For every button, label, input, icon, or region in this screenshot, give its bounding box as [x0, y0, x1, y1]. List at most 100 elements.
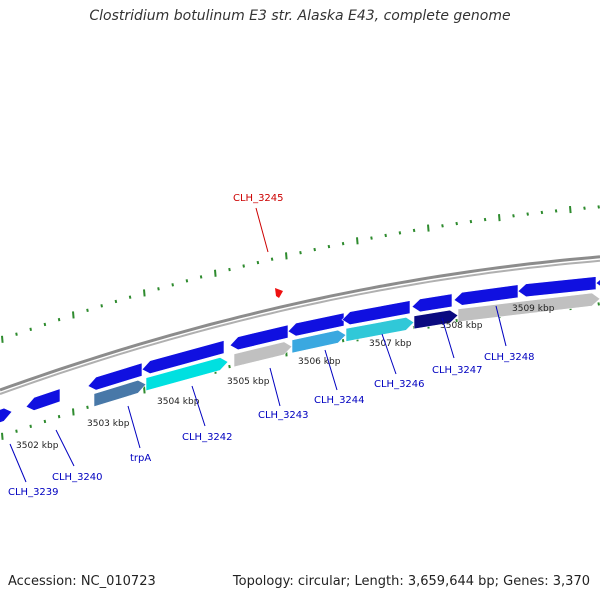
gene-arrow: [411, 293, 453, 313]
kbp-label: 3502 kbp: [16, 441, 59, 451]
gene-label: CLH_3242: [182, 432, 233, 443]
outer-tick: [554, 209, 558, 213]
inner-tick: [597, 302, 600, 306]
outer-tick: [100, 304, 103, 308]
outer-tick: [469, 219, 473, 224]
map-title: Clostridium botulinum E3 str. Alaska E43…: [89, 8, 511, 24]
kbp-labels: 3502 kbp 3503 kbp 3504 kbp 3505 kbp 3506 kbp…: [16, 304, 555, 451]
outer-tick: [143, 289, 146, 297]
gene-arrow: [341, 300, 411, 326]
label-leader: [269, 367, 281, 407]
inner-tick: [72, 408, 75, 416]
gene-label: CLH_3240: [52, 472, 103, 483]
marker-shape: [275, 288, 283, 298]
outer-tick: [384, 233, 387, 238]
outer-tick: [427, 224, 430, 232]
outer-tick: [72, 311, 75, 319]
inner-tick: [455, 318, 458, 323]
outer-tick: [185, 279, 189, 283]
gene-label: CLH_3243: [258, 410, 309, 421]
forward-strand-genes: [0, 276, 600, 423]
outer-tick: [583, 206, 586, 210]
outer-tick: [157, 287, 160, 291]
outer-tick: [171, 283, 174, 287]
gene-label: CLH_3247: [432, 365, 483, 376]
inner-tick: [341, 338, 345, 343]
gene-arrow: [453, 284, 519, 306]
gene-label: CLH_3244: [314, 395, 365, 406]
inner-tick: [15, 429, 18, 433]
backbone-line: [0, 255, 600, 392]
outer-tick: [526, 212, 529, 216]
outer-tick: [341, 241, 345, 246]
outer-tick: [15, 332, 18, 336]
outer-tick: [285, 252, 288, 260]
outer-tick: [57, 317, 61, 322]
gene-arrow: [0, 407, 13, 423]
outer-tick: [313, 247, 316, 252]
label-leader: [255, 207, 269, 253]
kbp-label: 3504 kbp: [157, 397, 200, 407]
outer-tick: [597, 205, 600, 209]
reverse-strand-genes: [93, 292, 600, 408]
outer-tick: [270, 257, 274, 261]
outer-tick-ring: [1, 205, 600, 343]
label-leader: [55, 429, 75, 467]
gene-arrow: [145, 357, 229, 392]
label-leader: [191, 385, 206, 427]
outer-tick: [483, 217, 487, 222]
gene-label: trpA: [130, 453, 151, 464]
outer-tick: [455, 221, 458, 226]
feature-marker: [275, 288, 283, 298]
label-leader: [127, 405, 141, 449]
label-leader: [9, 443, 27, 483]
gene-arrow: [25, 388, 61, 411]
outer-tick: [299, 250, 302, 255]
label-leader: [495, 305, 507, 347]
outer-tick: [256, 260, 260, 265]
gene-arrow: [141, 340, 225, 375]
outer-tick: [569, 205, 572, 214]
outer-tick: [214, 269, 217, 277]
gene-arrow: [457, 292, 600, 323]
gene-labels: CLH_3239 CLH_3240 trpA CLH_3242 CLH_3243 CLH_…: [8, 193, 535, 498]
gene-label: CLH_3248: [484, 352, 535, 363]
outer-tick: [1, 335, 4, 343]
kbp-label: 3506 kbp: [298, 357, 341, 367]
label-leader: [381, 333, 397, 375]
outer-tick: [29, 327, 32, 331]
outer-tick: [114, 299, 118, 304]
outer-tick: [370, 236, 373, 240]
outer-tick: [228, 267, 231, 272]
outer-tick: [540, 210, 544, 215]
outer-tick: [356, 237, 359, 245]
kbp-label: 3507 kbp: [369, 339, 412, 349]
gene-arrow: [413, 309, 459, 330]
summary-text: Topology: circular; Length: 3,659,644 bp…: [232, 574, 590, 589]
inner-tick: [228, 364, 231, 369]
inner-tick: [86, 405, 89, 410]
outer-tick: [199, 275, 203, 279]
backbone-line: [0, 259, 600, 395]
inner-tick: [57, 414, 61, 419]
label-leader: [324, 349, 338, 391]
gene-label: CLH_3239: [8, 487, 59, 498]
inner-tick: [43, 419, 47, 424]
inner-tick: [143, 386, 146, 394]
outer-tick: [498, 214, 501, 222]
kbp-label: 3503 kbp: [87, 419, 130, 429]
gene-arrow: [233, 341, 293, 368]
outer-tick: [441, 224, 444, 228]
gene-arrow: [595, 279, 600, 287]
outer-tick: [242, 264, 245, 268]
gene-arrow: [93, 379, 147, 408]
kbp-label: 3509 kbp: [512, 304, 555, 314]
gene-label: CLH_3246: [374, 379, 425, 390]
gene-label: CLH_3245: [233, 193, 284, 204]
gene-arrow: [345, 316, 415, 342]
kbp-label: 3508 kbp: [440, 321, 483, 331]
inner-tick: [29, 424, 32, 428]
outer-tick: [128, 295, 132, 299]
outer-tick: [327, 244, 331, 249]
